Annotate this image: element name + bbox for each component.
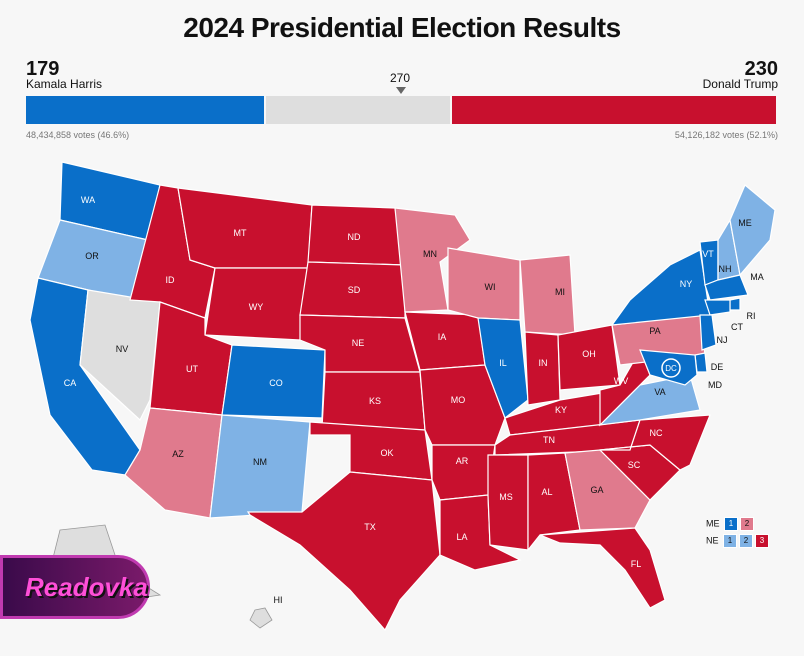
label-SC: SC (628, 460, 641, 470)
legend-ne-district-2: 2 (739, 534, 754, 548)
label-VT: VT (702, 249, 714, 259)
readovka-logo-text: Readovka (25, 572, 148, 602)
label-CT: CT (731, 322, 743, 332)
label-OK: OK (380, 448, 393, 458)
label-WI: WI (485, 282, 496, 292)
state-AZ (124, 407, 223, 519)
label-CO: CO (269, 378, 283, 388)
us-map: WA OR CA NV ID MT WY UT AZ CO NM ND SD N… (29, 161, 776, 632)
label-ME: ME (738, 218, 752, 228)
legend-ne-label: NE (706, 535, 719, 546)
bar-segment-trump (452, 96, 776, 124)
label-LA: LA (456, 532, 467, 542)
state-GA (564, 449, 651, 531)
legend-ne-district-3: 3 (755, 534, 770, 548)
label-IA: IA (438, 332, 447, 342)
state-TX (246, 471, 441, 632)
label-PA: PA (649, 326, 660, 336)
label-AR: AR (456, 456, 469, 466)
trump-electoral-votes: 230 (744, 58, 778, 80)
bar-segment-undecided (266, 96, 450, 124)
label-DC: DC (665, 364, 677, 373)
label-NV: NV (116, 344, 129, 354)
label-MN: MN (423, 249, 437, 259)
label-HI: HI (274, 595, 283, 605)
label-MI: MI (555, 287, 565, 297)
label-GA: GA (590, 485, 603, 495)
state-IL (477, 317, 529, 419)
threshold-marker-icon (396, 87, 406, 94)
label-AL: AL (541, 487, 552, 497)
label-KS: KS (369, 396, 381, 406)
legend-me-label: ME (706, 518, 720, 529)
label-IL: IL (499, 358, 507, 368)
state-MI (519, 254, 576, 336)
label-TX: TX (364, 522, 376, 532)
label-MO: MO (451, 395, 466, 405)
label-CA: CA (64, 378, 77, 388)
label-NH: NH (719, 264, 732, 274)
label-MD: MD (708, 380, 722, 390)
legend-me-district-2: 2 (740, 517, 755, 531)
electoral-vote-bar (26, 96, 778, 124)
state-DC (661, 358, 681, 378)
label-NM: NM (253, 457, 267, 467)
label-OR: OR (85, 251, 99, 261)
label-MT: MT (234, 228, 247, 238)
bar-segment-harris (26, 96, 264, 124)
state-OK (309, 421, 433, 481)
label-NJ: NJ (717, 335, 728, 345)
state-AL (527, 452, 581, 552)
label-TN: TN (543, 435, 555, 445)
label-WY: WY (249, 302, 264, 312)
label-VA: VA (654, 387, 665, 397)
readovka-logo: Readovka (0, 555, 150, 619)
threshold-label: 270 (390, 71, 411, 85)
state-NY (610, 249, 711, 326)
state-CT (704, 299, 731, 316)
label-OH: OH (582, 349, 596, 359)
label-FL: FL (631, 559, 642, 569)
harris-electoral-votes: 179 (26, 58, 60, 80)
label-ND: ND (348, 232, 361, 242)
state-IN (524, 331, 561, 406)
label-SD: SD (348, 285, 361, 295)
label-NC: NC (650, 428, 663, 438)
trump-popular-vote: 54,126,182 votes (52.1%) (674, 130, 778, 140)
state-FL (539, 527, 666, 609)
label-DE: DE (711, 362, 724, 372)
label-AZ: AZ (172, 449, 184, 459)
page-title: 2024 Presidential Election Results (183, 12, 621, 43)
label-WA: WA (81, 195, 95, 205)
state-NJ (699, 314, 717, 351)
state-MA (704, 274, 749, 301)
trump-name: Donald Trump (702, 77, 778, 91)
harris-name: Kamala Harris (26, 77, 103, 91)
label-MS: MS (499, 492, 513, 502)
label-UT: UT (186, 364, 198, 374)
state-RI (729, 297, 741, 311)
label-IN: IN (539, 358, 548, 368)
legend-ne-district-1: 1 (723, 534, 738, 548)
harris-popular-vote: 48,434,858 votes (46.6%) (26, 130, 130, 140)
label-RI: RI (747, 311, 756, 321)
state-HI (249, 607, 273, 629)
state-NC (599, 414, 711, 471)
state-MS (487, 454, 529, 551)
state-AR (431, 444, 496, 501)
state-ME (729, 184, 776, 277)
label-MA: MA (750, 272, 764, 282)
label-WV: WV (614, 376, 629, 386)
label-NE: NE (352, 338, 365, 348)
label-ID: ID (166, 275, 176, 285)
legend-me-district-1: 1 (724, 517, 739, 531)
label-KY: KY (555, 405, 567, 415)
label-NY: NY (680, 279, 693, 289)
